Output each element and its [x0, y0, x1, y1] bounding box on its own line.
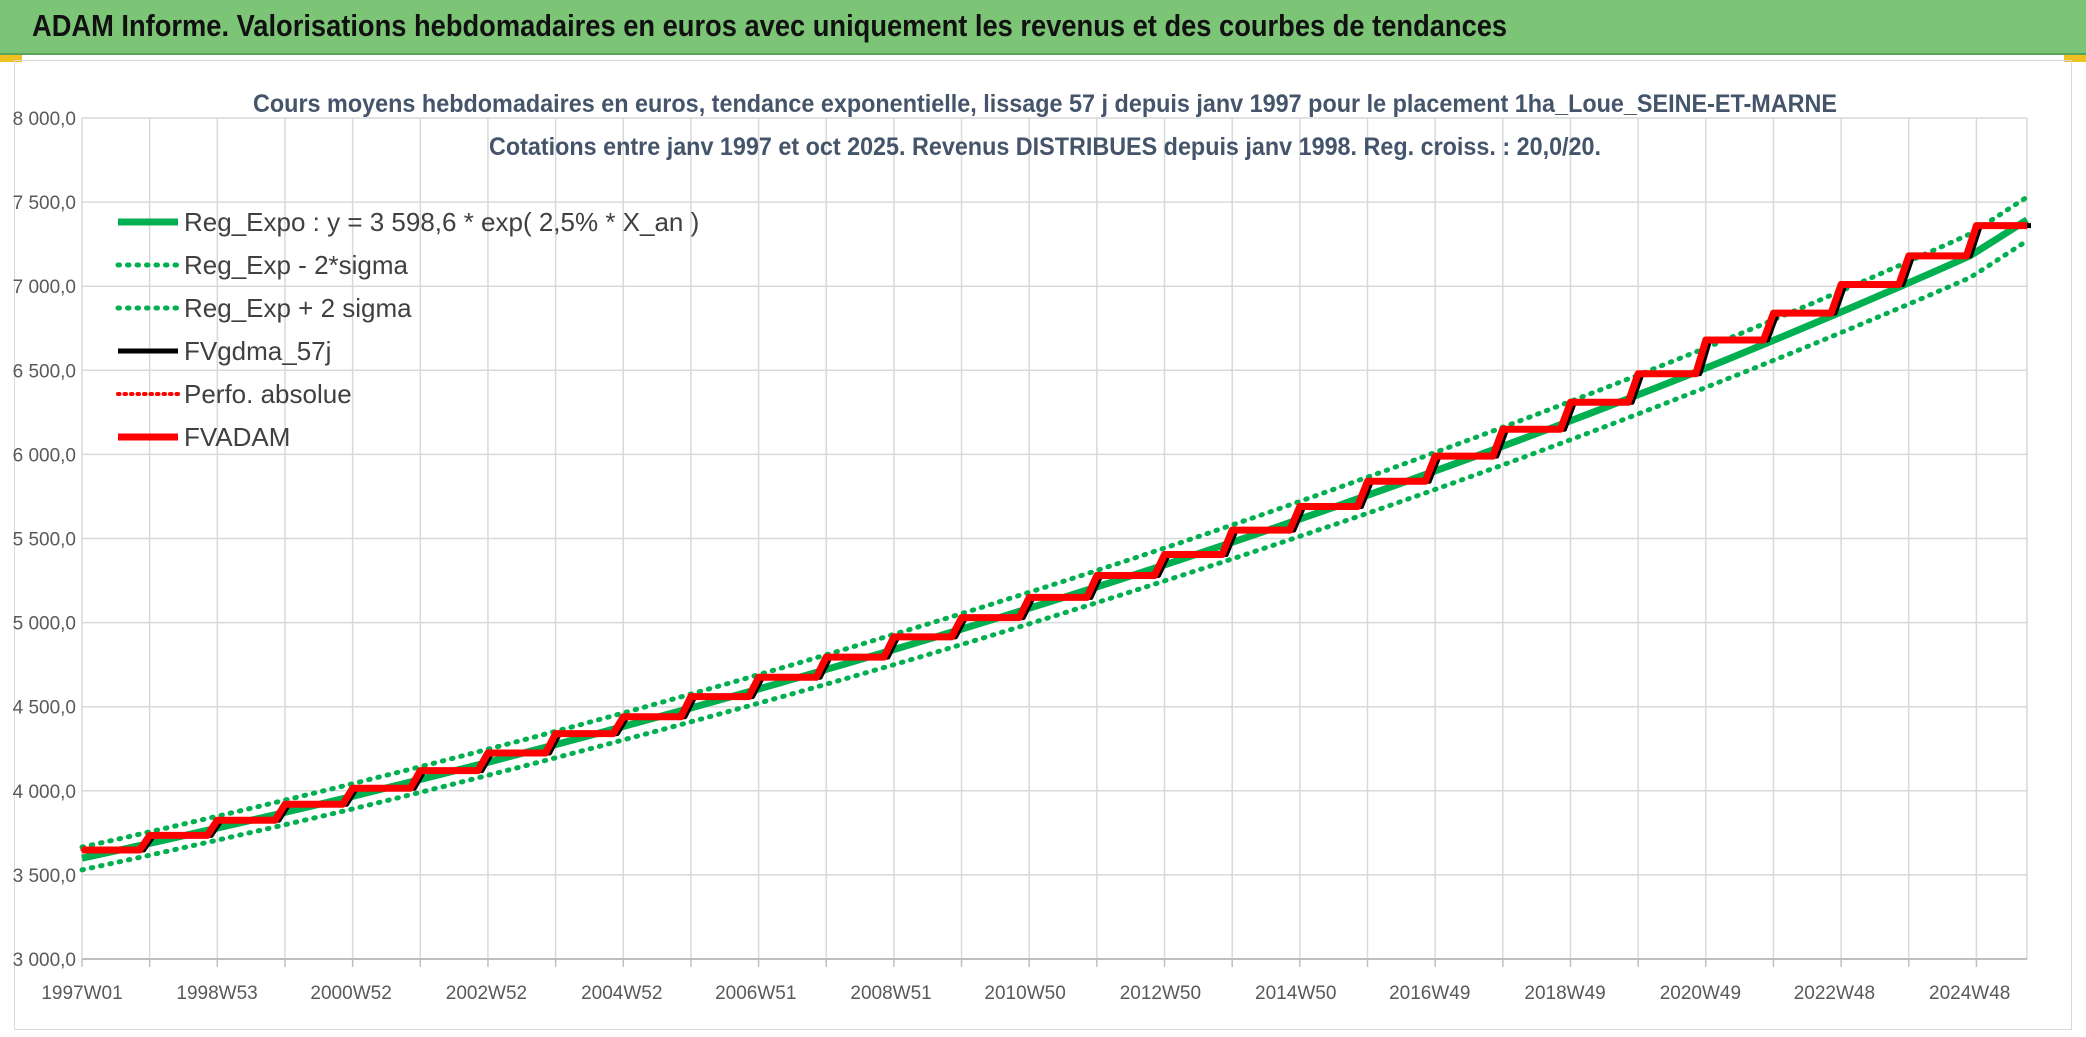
x-tick-label: 2014W50: [1255, 983, 1336, 1004]
legend-label: FVADAM: [184, 422, 290, 452]
x-tick-label: 1997W01: [41, 983, 122, 1004]
x-tick-label: 2006W51: [715, 983, 796, 1004]
legend-label: FVgdma_57j: [184, 336, 331, 366]
y-tick-label: 6 500,0: [13, 361, 76, 382]
x-tick-label: 2016W49: [1389, 983, 1470, 1004]
chart-title: Cours moyens hebdomadaires en euros, ten…: [253, 90, 1837, 118]
x-tick-label: 2022W48: [1794, 983, 1875, 1004]
x-tick-label: 1998W53: [176, 983, 257, 1004]
corner-mark-right: [2064, 55, 2086, 62]
y-tick-label: 4 000,0: [13, 782, 76, 803]
legend-label: Reg_Exp - 2*sigma: [184, 250, 409, 280]
x-tick-label: 2004W52: [581, 983, 662, 1004]
y-tick-label: 5 500,0: [13, 530, 76, 551]
x-tick-label: 2012W50: [1120, 983, 1201, 1004]
legend-label: Perfo. absolue: [184, 379, 352, 409]
chart-frame: [14, 60, 2072, 1030]
x-tick-label: 2002W52: [446, 983, 527, 1004]
legend-label: Reg_Exp + 2 sigma: [184, 293, 412, 323]
report-banner: ADAM Informe. Valorisations hebdomadaire…: [0, 0, 2086, 55]
y-tick-label: 3 000,0: [13, 950, 76, 971]
legend-label: Reg_Expo : y = 3 598,6 * exp( 2,5% * X_a…: [184, 207, 699, 237]
x-tick-label: 2018W49: [1524, 983, 1605, 1004]
y-tick-label: 3 500,0: [13, 866, 76, 887]
x-axis-ticks: 1997W01 1998W53 2000W52 2002W52 2004W52 2006W…: [41, 983, 2010, 1004]
series-line-1: [79, 238, 2030, 873]
corner-mark-left: [0, 55, 22, 62]
chart-subtitle: Cotations entre janv 1997 et oct 2025. R…: [489, 133, 1601, 161]
legend: Reg_Expo : y = 3 598,6 * exp( 2,5% * X_a…: [115, 207, 699, 452]
x-tick-label: 2008W51: [850, 983, 931, 1004]
grid-lines: [81, 117, 2028, 967]
x-tick-label: 2024W48: [1929, 983, 2010, 1004]
y-tick-label: 5 000,0: [13, 614, 76, 635]
y-tick-label: 4 500,0: [13, 698, 76, 719]
x-tick-label: 2010W50: [984, 983, 1065, 1004]
y-tick-label: 8 000,0: [13, 109, 76, 130]
y-tick-label: 7 500,0: [13, 193, 76, 214]
report-title: ADAM Informe. Valorisations hebdomadaire…: [32, 8, 1508, 43]
series-line-2: [79, 194, 2030, 850]
y-tick-label: 7 000,0: [13, 277, 76, 298]
x-tick-label: 2000W52: [310, 983, 391, 1004]
x-tick-label: 2020W49: [1660, 983, 1741, 1004]
y-axis-ticks: 3 000,0 3 500,0 4 000,0 4 500,0 5 000,0 5 500…: [13, 109, 76, 971]
series-line-4: [80, 224, 2029, 852]
y-tick-label: 6 000,0: [13, 445, 76, 466]
series-lines: [79, 194, 2031, 873]
